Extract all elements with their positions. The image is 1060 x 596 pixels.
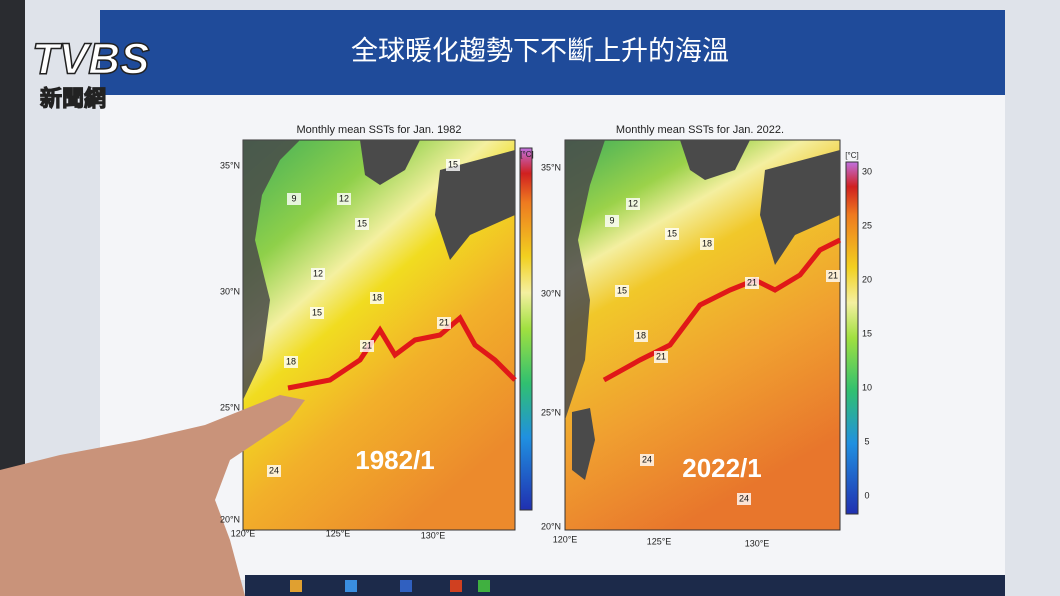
contour-label-bg <box>267 465 281 477</box>
contour-label: 15 <box>667 228 677 238</box>
contour-label-bg <box>640 454 654 466</box>
lat-label: 30°N <box>541 288 561 298</box>
lat-label: 20°N <box>220 514 240 524</box>
colorbar-tick: 0 <box>864 490 869 500</box>
contour-label: 21 <box>828 270 838 280</box>
contour-label-bg <box>626 198 640 210</box>
contour-label-bg <box>355 218 369 230</box>
contour-label: 15 <box>357 218 367 228</box>
colorbar-unit: [°C] <box>845 151 858 160</box>
colorbar-tick: 20 <box>862 274 872 284</box>
contour-label-bg <box>634 330 648 342</box>
contour-label: 9 <box>609 215 614 225</box>
taskbar-icon[interactable] <box>450 580 462 592</box>
colorbar <box>519 147 533 511</box>
contour-label-bg <box>310 307 324 319</box>
land <box>572 408 595 480</box>
contour-label-bg <box>605 215 619 227</box>
contour-label: 15 <box>448 159 458 169</box>
taskbar-icon[interactable] <box>345 580 357 592</box>
contour-label: 21 <box>439 317 449 327</box>
contour-label-bg <box>654 351 668 363</box>
contour-label: 24 <box>739 493 749 503</box>
lat-label: 20°N <box>541 521 561 531</box>
map-title: Monthly mean SSTs for Jan. 1982 <box>296 124 461 136</box>
colorbar-tick: 10 <box>862 382 872 392</box>
slide-header <box>100 10 1005 95</box>
lon-label: 125°E <box>326 528 351 538</box>
contour-label: 15 <box>617 285 627 295</box>
lon-label: 125°E <box>647 536 672 546</box>
colorbar <box>845 161 859 515</box>
hand <box>0 395 305 596</box>
year-label: 2022/1 <box>682 453 762 483</box>
slide-title: 全球暖化趨勢下不斷上升的海溫 <box>351 36 729 66</box>
land <box>360 140 420 185</box>
colorbar-tick: 5 <box>864 436 869 446</box>
logo-brand: TVBS <box>32 35 149 84</box>
contour-label: 12 <box>339 193 349 203</box>
lat-label: 25°N <box>220 402 240 412</box>
taskbar-icon[interactable] <box>478 580 490 592</box>
land <box>435 150 515 260</box>
contour-label-bg <box>737 493 751 505</box>
land <box>760 150 840 265</box>
map-title: Monthly mean SSTs for Jan. 2022. <box>616 124 784 136</box>
contour-label-bg <box>826 270 840 282</box>
contour-label: 18 <box>702 238 712 248</box>
contour-label: 18 <box>636 330 646 340</box>
contour-label: 24 <box>642 454 652 464</box>
contour-label: 15 <box>312 307 322 317</box>
taskbar-icon[interactable] <box>290 580 302 592</box>
lon-label: 120°E <box>553 534 578 544</box>
lat-label: 35°N <box>220 160 240 170</box>
contour-label-bg <box>437 317 451 329</box>
contour-label: 21 <box>656 351 666 361</box>
contour-label-bg <box>700 238 714 250</box>
contour-label-bg <box>615 285 629 297</box>
contour-label: 18 <box>372 292 382 302</box>
colorbar-tick: 30 <box>862 166 872 176</box>
lat-label: 30°N <box>220 286 240 296</box>
contour-label: 18 <box>286 356 296 366</box>
land <box>243 140 300 400</box>
land <box>565 140 605 420</box>
taskbar-icon[interactable] <box>400 580 412 592</box>
logo-subtitle: 新聞網 <box>40 86 106 111</box>
contour-label: 9 <box>291 193 296 203</box>
contour-label-bg <box>665 228 679 240</box>
year-label: 1982/1 <box>355 445 435 475</box>
land <box>680 140 750 180</box>
contour-label: 21 <box>747 277 757 287</box>
lon-label: 130°E <box>745 538 770 548</box>
contour-label: 24 <box>269 465 279 475</box>
lat-label: 35°N <box>541 162 561 172</box>
contour-label: 12 <box>628 198 638 208</box>
lon-label: 130°E <box>421 530 446 540</box>
contour-label-bg <box>287 193 301 205</box>
contour-label-bg <box>337 193 351 205</box>
colorbar-tick: 15 <box>862 328 872 338</box>
contour-label-bg <box>360 340 374 352</box>
contour-label: 21 <box>362 340 372 350</box>
contour-label-bg <box>284 356 298 368</box>
colorbar-unit: [°C] <box>520 150 533 159</box>
contour-label-bg <box>446 159 460 171</box>
contour-label-bg <box>745 277 759 289</box>
taskbar <box>245 575 1005 596</box>
lat-label: 25°N <box>541 407 561 417</box>
lon-label: 120°E <box>231 528 256 538</box>
contour-label-bg <box>311 268 325 280</box>
contour-label: 12 <box>313 268 323 278</box>
isotherm-21 <box>287 314 517 391</box>
colorbar-tick: 25 <box>862 220 872 230</box>
contour-label-bg <box>370 292 384 304</box>
